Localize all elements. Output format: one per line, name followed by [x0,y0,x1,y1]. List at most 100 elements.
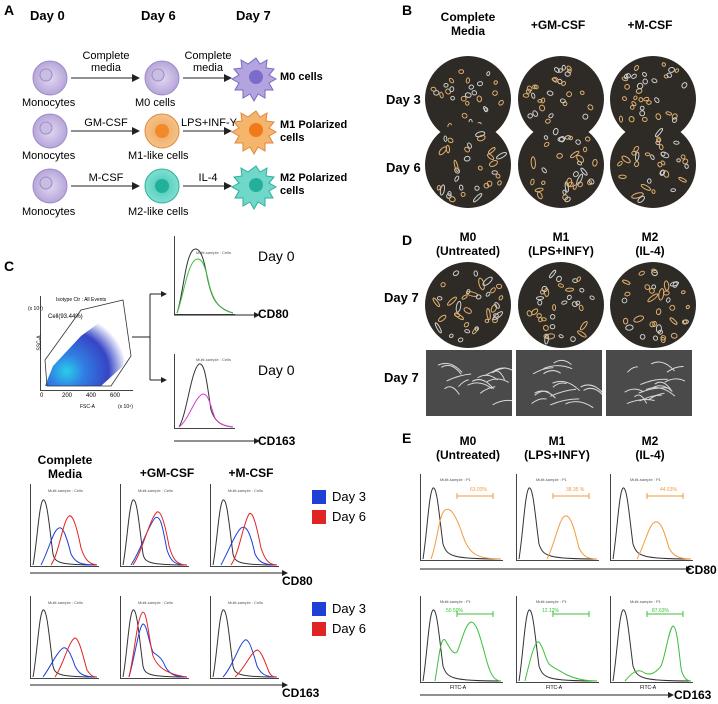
cell-mark [557,136,565,142]
sem-fiber [543,365,573,370]
cell-mark [448,196,456,203]
cell-mark [618,115,624,123]
cell-mark [625,73,631,79]
cell-mark [437,314,447,322]
c-cd163-mcsf-curves [212,609,278,678]
c-day0-cd163-curves [178,363,234,428]
dish-cells [617,127,689,203]
cell-mark [617,161,623,167]
cell-mark [542,324,549,331]
cell-mark [548,269,557,279]
c-cd163-complete-curves [32,609,98,678]
cell-mark [472,193,483,203]
cell-mark [494,302,500,309]
e-cd80-m2-pct: 44.53% [660,487,677,493]
sem-fiber [492,370,506,380]
sem-fiber [654,381,672,391]
cell-mark [537,299,543,306]
e-cd163-m1-title: Multi-sample : P1 [536,599,567,604]
cell-mark [663,280,670,291]
c-cd80-mcsf-hist [210,484,279,567]
cell-mark [530,156,536,170]
d-header-m0: M0 (Untreated) [435,230,500,258]
cell-mark [552,127,559,136]
c-cd80-gmcsf-hist [120,484,189,567]
cell-mark [656,136,661,142]
cell-mark [622,317,629,325]
day6-label: Day 6 [141,8,176,23]
cell-mark [642,78,648,85]
cell-mark [628,116,635,123]
cell-mark [532,84,537,90]
cell-mark [579,90,585,96]
sem-fiber [634,394,648,404]
e-cd80-arrow-row [420,566,692,572]
cell-mark [640,183,652,191]
cell-mark [530,178,535,186]
e-cd80-m1-hist [516,474,599,561]
cell-mark [549,324,556,330]
e-cd163-arrow-row [420,692,674,698]
cell-mark [556,153,563,159]
c-cd163-axis-label-top: CD163 [258,434,296,448]
cell-mark [457,337,464,343]
cell-mark [633,95,638,101]
cell-mark [552,304,557,311]
cell-mark [652,335,659,341]
cell-mark [670,332,678,339]
dish-cells [432,270,504,343]
cell-mark [452,270,460,277]
scatter-xtick-1: 200 [62,393,73,399]
cell-mark [465,100,470,106]
sem-fiber [477,374,498,381]
sem-fiber [534,390,549,396]
cell-mark [543,288,550,297]
cell-mark [655,308,662,316]
cell-mark [476,134,486,142]
c-cd163-arrow-top [174,438,260,444]
cell-mark [671,117,678,123]
cell-mark [432,297,441,308]
cell-mark [447,137,454,144]
cell-mark [536,191,543,200]
cell-mark [621,76,628,82]
cell-mark [491,170,498,175]
cell-mark [477,165,483,171]
sem-m0 [426,350,512,416]
c-cd163-mcsf-hist [210,596,279,679]
cell-mark [552,76,559,83]
e-header-m2: M2 (IL-4) [635,434,665,462]
cell-mark [493,313,499,318]
cell-mark [565,287,575,292]
cell-mark [440,282,446,288]
cell-mark [638,270,645,276]
cell-mark [448,77,455,84]
cell-mark [644,284,651,290]
dish-complete-day6 [425,122,511,208]
e-cd80-m1-pct: 38.35 % [566,487,585,493]
e-cd80-axis-label: CD80 [686,563,717,577]
sem-fiber [492,399,512,406]
cell-mark [543,141,550,147]
cell-mark [483,182,490,189]
c-cd80-gmcsf-title: Multi-sample : Cells [138,488,173,493]
cell-mark [455,300,462,313]
arrow2-label-m0: Complete media [184,50,232,74]
cell-mark [636,82,644,90]
cell-mark [496,151,507,160]
sem-fiber [444,386,460,395]
dish-cells [618,62,688,134]
c-header-complete: Complete Media [37,453,93,481]
cell-mark [564,135,572,140]
arrow2-label-m1: LPS+INF-Y [181,117,237,129]
c-cd163-axis-label: CD163 [282,686,320,700]
cell-mark [460,191,466,197]
cell-mark [557,78,563,85]
c-cd163-gmcsf-title: Multi-sample : Cells [138,600,173,605]
cell-mark [658,144,664,151]
c-cd80-axis-label-top: CD80 [258,307,289,321]
cell-mark [578,304,584,312]
cell-mark [522,93,530,98]
c-day0-cd163-hist [174,354,235,429]
cell-mark [582,146,588,153]
